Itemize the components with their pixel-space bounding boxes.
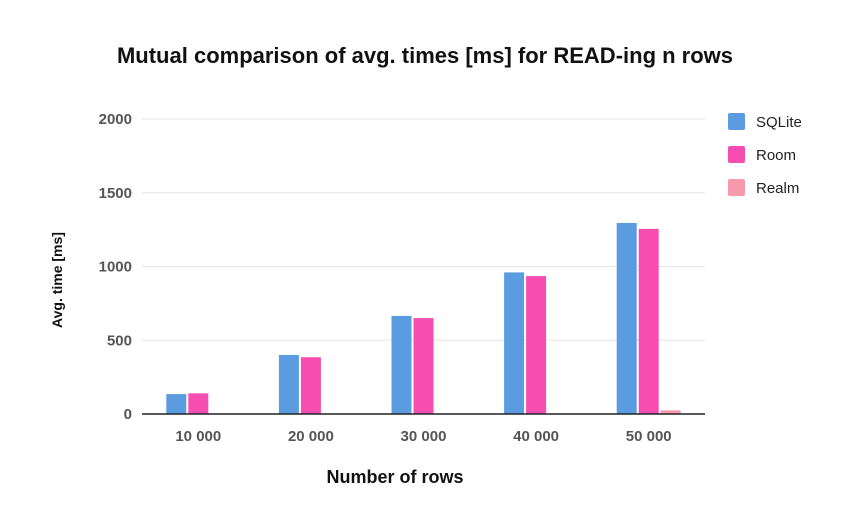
x-tick-label: 50 000 [626,428,672,445]
x-tick-label: 40 000 [513,428,559,445]
bar-sqlite-2 [392,316,412,414]
y-tick-label: 1500 [99,185,132,202]
x-tick-label: 10 000 [175,428,221,445]
legend: SQLite Room Realm [728,113,802,197]
bar-sqlite-0 [166,394,186,414]
y-tick-label: 2000 [99,111,132,128]
bar-sqlite-1 [279,355,299,414]
bar-room-4 [639,229,659,414]
legend-label-realm: Realm [756,180,799,197]
legend-label-room: Room [756,147,796,164]
bar-sqlite-3 [504,272,524,414]
y-tick-label: 0 [124,406,132,423]
bar-room-3 [526,276,546,414]
bars [166,223,680,414]
legend-swatch-room [728,146,745,163]
bar-room-0 [188,393,208,414]
bar-room-2 [414,318,434,414]
y-tick-label: 500 [107,332,132,349]
chart-title: Mutual comparison of avg. times [ms] for… [117,43,733,68]
legend-swatch-sqlite [728,113,745,130]
x-tick-label: 30 000 [401,428,447,445]
legend-label-sqlite: SQLite [756,114,802,131]
bar-sqlite-4 [617,223,637,414]
legend-swatch-realm [728,179,745,196]
x-axis-title: Number of rows [326,467,463,487]
x-tick-label: 20 000 [288,428,334,445]
bar-room-1 [301,357,321,414]
y-tick-label: 1000 [99,259,132,276]
y-axis-title: Avg. time [ms] [49,232,65,328]
